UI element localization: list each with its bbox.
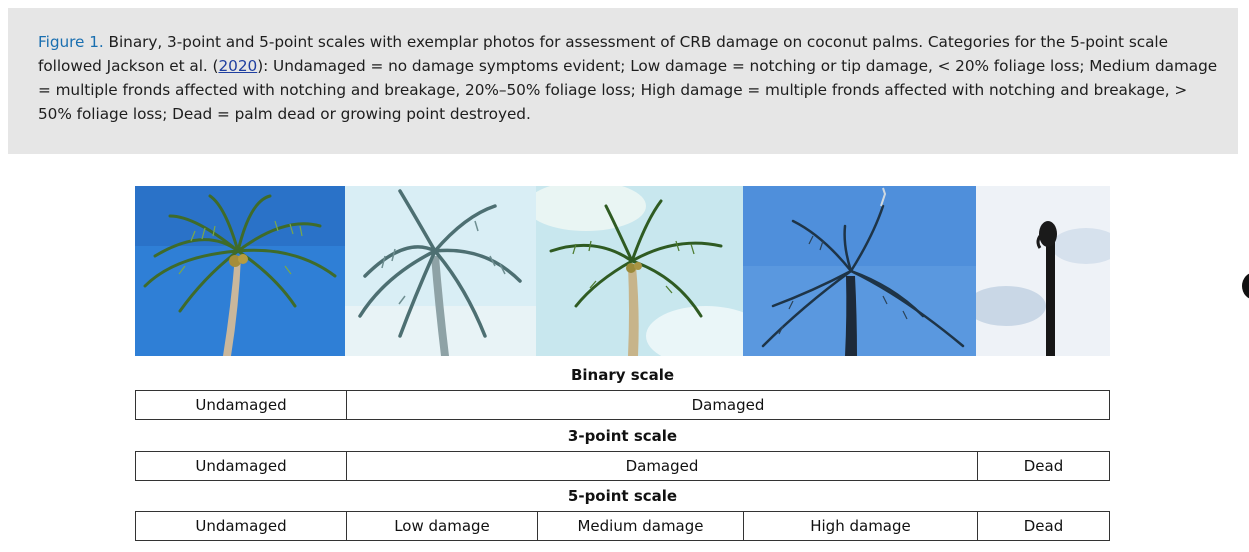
- five-point-cell-low-damage: Low damage: [347, 512, 538, 540]
- side-panel-handle[interactable]: [1242, 272, 1249, 300]
- five-point-scale-row: Undamaged Low damage Medium damage High …: [135, 511, 1110, 541]
- palm-medium-damage-photo: [536, 186, 743, 356]
- three-point-cell-dead: Dead: [1023, 457, 1064, 475]
- palm-undamaged-photo: [135, 186, 345, 356]
- caption-text-part1: Binary, 3-point and 5-point scales with …: [38, 33, 1168, 75]
- caption-text-part2: ): Undamaged = no damage symptoms eviden…: [38, 57, 1218, 123]
- five-point-cell-undamaged: Undamaged: [136, 512, 347, 540]
- five-point-cell-medium-damage: Medium damage: [538, 512, 744, 540]
- three-point-scale-row: Undamaged Damaged Dead: [135, 451, 1110, 481]
- binary-cell-damaged: Damaged: [691, 396, 765, 414]
- figure-label: Figure 1.: [38, 33, 104, 51]
- figure-caption: Figure 1. Binary, 3-point and 5-point sc…: [38, 30, 1218, 126]
- palm-dead-photo: [976, 186, 1110, 356]
- palm-high-damage-photo: [743, 186, 976, 356]
- three-point-cell-damaged: Damaged: [347, 452, 978, 480]
- three-point-cell-undamaged: Undamaged: [136, 452, 347, 480]
- binary-scale-row: Undamaged Damaged: [135, 390, 1110, 420]
- five-point-cell-dead: Dead: [1023, 517, 1064, 535]
- binary-scale-title: Binary scale: [570, 366, 675, 384]
- citation-link[interactable]: 2020: [218, 57, 258, 75]
- figure-caption-box: Figure 1. Binary, 3-point and 5-point sc…: [8, 8, 1238, 154]
- three-point-scale-title: 3-point scale: [567, 427, 678, 445]
- palm-low-damage-photo: [345, 186, 536, 356]
- five-point-scale-title: 5-point scale: [567, 487, 678, 505]
- binary-cell-undamaged: Undamaged: [136, 391, 347, 419]
- five-point-cell-high-damage: High damage: [744, 512, 978, 540]
